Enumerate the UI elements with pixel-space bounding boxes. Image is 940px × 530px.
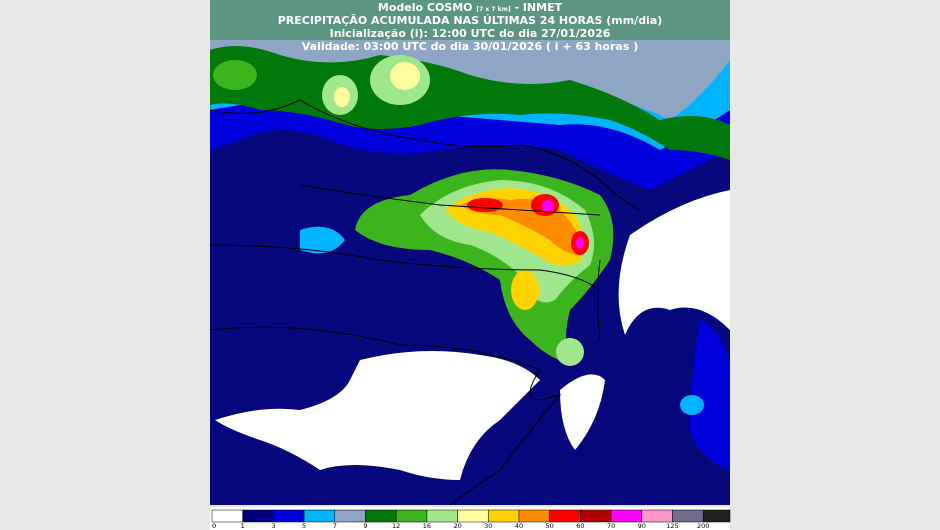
color-swatch (518, 509, 550, 523)
colorbar-label: 7 (333, 522, 337, 530)
colorbar-label: 0 (212, 522, 216, 530)
colorbar-label: 60 (576, 522, 584, 530)
valid-time: Validade: 03:00 UTC do dia 30/01/2026 ( … (302, 40, 638, 53)
map (209, 0, 730, 506)
color-swatch (457, 509, 489, 523)
color-swatch (395, 509, 428, 523)
colorbar-label: 125 (666, 522, 678, 530)
color-swatch (702, 509, 731, 523)
init-time: Inicialização (i): 12:00 UTC do dia 27/0… (330, 27, 611, 40)
colorbar-label: 30 (484, 522, 492, 530)
subtitle: PRECIPITAÇÃO ACUMULADA NAS ÚLTIMAS 24 HO… (278, 14, 663, 27)
colorbar: 0 1 3 5 7 9 12 16 20 30 40 50 60 70 90 125 200 (210, 507, 731, 530)
color-swatch (426, 509, 458, 523)
colorbar-label: 5 (302, 522, 306, 530)
title: Modelo COSMO [7 x 7 km] - INMET (378, 1, 563, 14)
color-swatch (334, 509, 366, 523)
color-swatch (672, 509, 704, 523)
colorbar-label: 3 (271, 522, 275, 530)
colorbar-label: 200 (697, 522, 709, 530)
color-swatch (488, 509, 520, 523)
colorbar-label: 12 (392, 522, 400, 530)
color-swatch (211, 509, 243, 523)
colorbar-label: 70 (607, 522, 615, 530)
color-swatch (610, 509, 643, 523)
color-swatch (365, 509, 397, 523)
colorbar-label: 20 (453, 522, 461, 530)
color-swatch (242, 509, 274, 523)
color-swatch (549, 509, 581, 523)
color-swatch (273, 509, 305, 523)
colorbar-label: 1 (241, 522, 245, 530)
color-swatch (641, 509, 673, 523)
colorbar-label: 90 (638, 522, 646, 530)
colorbar-label: 50 (546, 522, 554, 530)
color-swatch (303, 509, 336, 523)
colorbar-label: 40 (515, 522, 523, 530)
colorbar-label: 16 (423, 522, 431, 530)
color-swatch (580, 509, 612, 523)
colorbar-label: 9 (363, 522, 367, 530)
